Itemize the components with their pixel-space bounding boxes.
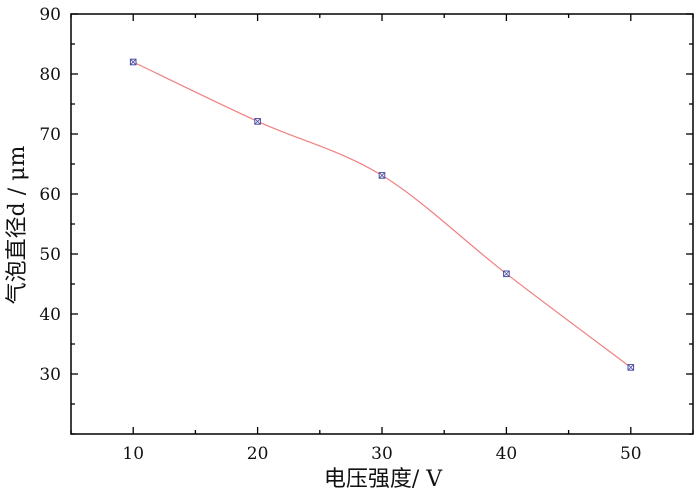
y-tick-label: 30 — [39, 365, 61, 385]
x-tick-label: 10 — [122, 444, 144, 464]
data-point-cross — [254, 118, 261, 125]
x-tick-label: 50 — [620, 444, 642, 464]
y-tick-label: 40 — [39, 305, 61, 325]
data-point — [378, 172, 386, 179]
x-tick-label: 20 — [247, 444, 269, 464]
data-point — [627, 364, 635, 371]
data-point-cross — [130, 58, 137, 66]
y-tick-label: 70 — [39, 125, 61, 145]
y-tick-label: 90 — [39, 5, 61, 25]
x-tick-label: 40 — [496, 444, 518, 464]
data-point-cross — [503, 270, 510, 277]
x-tick-label: 30 — [371, 444, 393, 464]
x-axis-title: 电压强度/ V — [324, 467, 443, 492]
data-point-cross — [378, 172, 386, 179]
data-point — [254, 118, 261, 125]
data-point — [129, 58, 137, 66]
y-tick-label: 50 — [39, 245, 61, 265]
y-tick-label: 80 — [39, 65, 61, 85]
data-point — [503, 270, 510, 278]
series-line — [132, 61, 632, 368]
y-tick-label: 60 — [39, 185, 61, 205]
y-axis-title: 气泡直径d / μm — [5, 146, 30, 305]
data-point-cross — [627, 364, 634, 371]
